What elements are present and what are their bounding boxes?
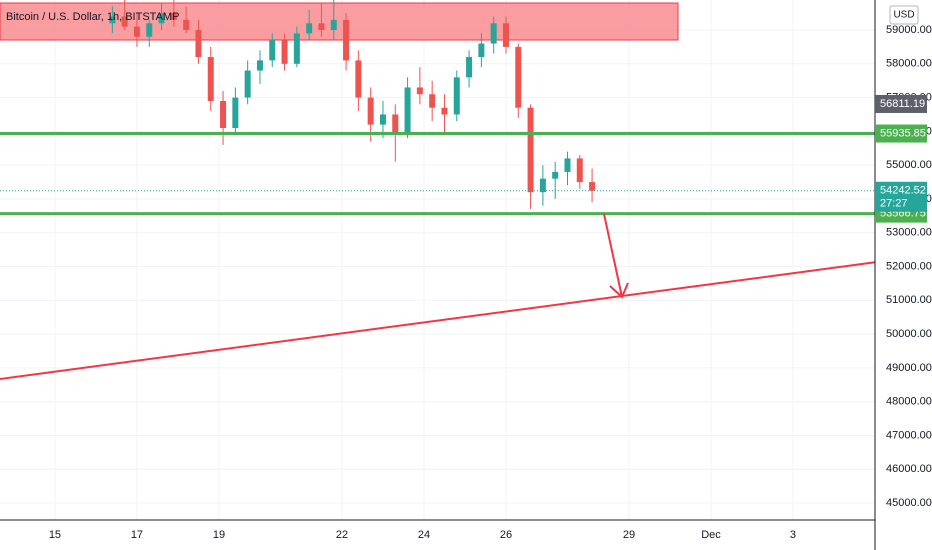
x-tick-label: 19	[213, 529, 225, 541]
candle-body	[589, 182, 596, 191]
candle-body	[515, 46, 522, 108]
candle-body	[133, 26, 140, 37]
candle-body	[478, 43, 485, 58]
y-tick-label: 55000.00	[886, 159, 932, 171]
candle-body	[441, 107, 448, 115]
price-label: 54242.52	[880, 185, 926, 197]
candle-body	[146, 23, 153, 37]
candle-body	[256, 60, 263, 71]
arrow	[603, 213, 629, 299]
currency-box	[889, 5, 919, 25]
candle-body	[183, 19, 190, 31]
candle-body	[564, 158, 571, 172]
candle-body	[453, 77, 460, 115]
candle-body	[170, 13, 177, 20]
y-tick-label: 50000.00	[886, 328, 932, 340]
candle-body	[379, 114, 386, 125]
candle-body	[207, 57, 214, 101]
candle-body	[392, 114, 399, 135]
y-tick-label: 58000.00	[886, 58, 932, 70]
price-label-box	[875, 124, 927, 143]
x-tick-label: 24	[418, 529, 430, 541]
candle-body	[121, 16, 128, 27]
candle-body	[269, 40, 276, 61]
candle-body	[355, 60, 362, 98]
price-label: 55935.85	[880, 127, 926, 139]
candle-body	[281, 40, 288, 64]
candle-body	[109, 16, 116, 24]
candle-body	[367, 97, 374, 125]
candle-body	[404, 87, 411, 135]
x-tick-label: Dec	[701, 529, 721, 541]
countdown-label: 27:27	[880, 198, 908, 210]
candle-body	[576, 158, 583, 183]
candle-body	[490, 23, 497, 44]
candle-body	[527, 107, 534, 193]
price-label: 56811.19	[880, 98, 925, 110]
y-tick-label: 52000.00	[886, 260, 932, 272]
currency-label: USD	[893, 10, 914, 21]
chart-title: Bitcoin / U.S. Dollar, 1h, BITSTAMP	[6, 11, 179, 23]
candle-body	[293, 33, 300, 64]
candle-body	[502, 23, 509, 47]
candle-body	[552, 171, 559, 179]
candle-body	[195, 30, 202, 58]
y-tick-label: 45000.00	[886, 497, 932, 509]
y-tick-label: 59000.00	[886, 24, 932, 36]
candle-body	[158, 13, 165, 24]
candle-body	[244, 70, 251, 98]
candle-body	[343, 19, 350, 61]
candle-body	[318, 23, 325, 31]
x-tick-label: 22	[336, 529, 348, 541]
y-tick-label: 47000.00	[886, 429, 932, 441]
y-tick-label: 48000.00	[886, 396, 932, 408]
price-label-box	[875, 94, 927, 113]
candle-body	[429, 94, 436, 108]
y-tick-label: 46000.00	[886, 463, 932, 475]
candle-body	[232, 97, 239, 128]
trend-line	[0, 261, 876, 380]
y-tick-label: 49000.00	[886, 362, 932, 374]
candle-body	[220, 100, 227, 128]
x-tick-label: 17	[131, 529, 143, 541]
candle-body	[466, 57, 473, 78]
candle-body	[330, 19, 337, 31]
x-tick-label: 3	[790, 529, 796, 541]
x-tick-label: 15	[49, 529, 61, 541]
candle-body	[306, 23, 313, 34]
y-tick-label: 51000.00	[886, 294, 932, 306]
x-tick-label: 26	[500, 529, 512, 541]
price-label-box	[875, 181, 927, 212]
candle-body	[416, 87, 423, 95]
x-tick-label: 29	[623, 529, 635, 541]
candle-body	[539, 178, 546, 193]
y-tick-label: 53000.00	[886, 227, 932, 239]
